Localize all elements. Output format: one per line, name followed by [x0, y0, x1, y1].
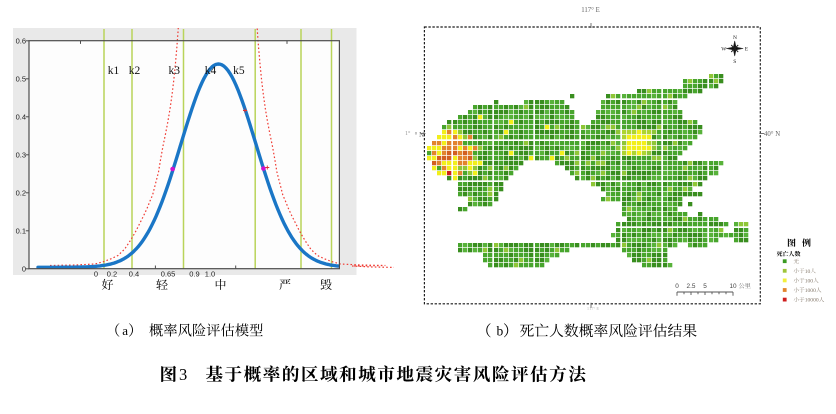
- svg-text:0.1: 0.1: [16, 226, 26, 235]
- svg-text:a: a: [122, 323, 128, 338]
- svg-text:k4: k4: [205, 65, 217, 77]
- svg-text:0.4: 0.4: [129, 270, 139, 279]
- svg-text:117° E: 117° E: [581, 7, 600, 14]
- svg-text:117° E: 117° E: [587, 306, 600, 311]
- svg-text:0: 0: [675, 283, 679, 290]
- svg-text:W: W: [721, 47, 727, 53]
- svg-text:10: 10: [729, 283, 737, 290]
- svg-text:k1: k1: [108, 65, 120, 77]
- svg-text:0: 0: [808, 269, 811, 275]
- svg-text:0: 0: [813, 298, 816, 304]
- svg-text:k2: k2: [129, 65, 141, 77]
- svg-text:0.4: 0.4: [16, 112, 26, 121]
- svg-text:0: 0: [808, 288, 811, 294]
- svg-text:1.0: 1.0: [205, 270, 215, 279]
- svg-text:k3: k3: [169, 65, 181, 77]
- svg-text:0.6: 0.6: [16, 36, 26, 45]
- svg-text:0: 0: [816, 298, 819, 304]
- svg-text:0.2: 0.2: [107, 270, 117, 279]
- svg-text:40° N: 40° N: [764, 131, 780, 138]
- svg-text:1: 1: [805, 278, 808, 284]
- svg-text:1: 1: [805, 298, 808, 304]
- svg-text:0: 0: [808, 278, 811, 284]
- svg-text:° N: ° N: [415, 132, 424, 139]
- svg-text:3: 3: [179, 365, 187, 384]
- svg-text:1°: 1°: [405, 130, 411, 137]
- svg-text:2.5: 2.5: [687, 283, 696, 290]
- svg-text:0.5: 0.5: [16, 74, 26, 83]
- svg-text:b: b: [497, 324, 504, 339]
- svg-text:0: 0: [808, 298, 811, 304]
- svg-text:0: 0: [813, 288, 816, 294]
- svg-text:0: 0: [810, 278, 813, 284]
- svg-text:N: N: [733, 35, 737, 41]
- svg-text:0: 0: [94, 270, 98, 279]
- svg-text:0.3: 0.3: [16, 150, 26, 159]
- svg-text:k5: k5: [233, 65, 245, 77]
- svg-text:0: 0: [22, 264, 26, 273]
- svg-text:0.2: 0.2: [16, 188, 26, 197]
- svg-text:0: 0: [810, 298, 813, 304]
- svg-text:1: 1: [805, 269, 808, 275]
- svg-text:E: E: [745, 47, 749, 53]
- svg-text:S: S: [733, 59, 736, 65]
- svg-text:0.9: 0.9: [189, 270, 199, 279]
- svg-text:1: 1: [805, 288, 808, 294]
- svg-text:0: 0: [810, 288, 813, 294]
- svg-text:0.65: 0.65: [161, 270, 176, 279]
- svg-text:5: 5: [703, 283, 707, 290]
